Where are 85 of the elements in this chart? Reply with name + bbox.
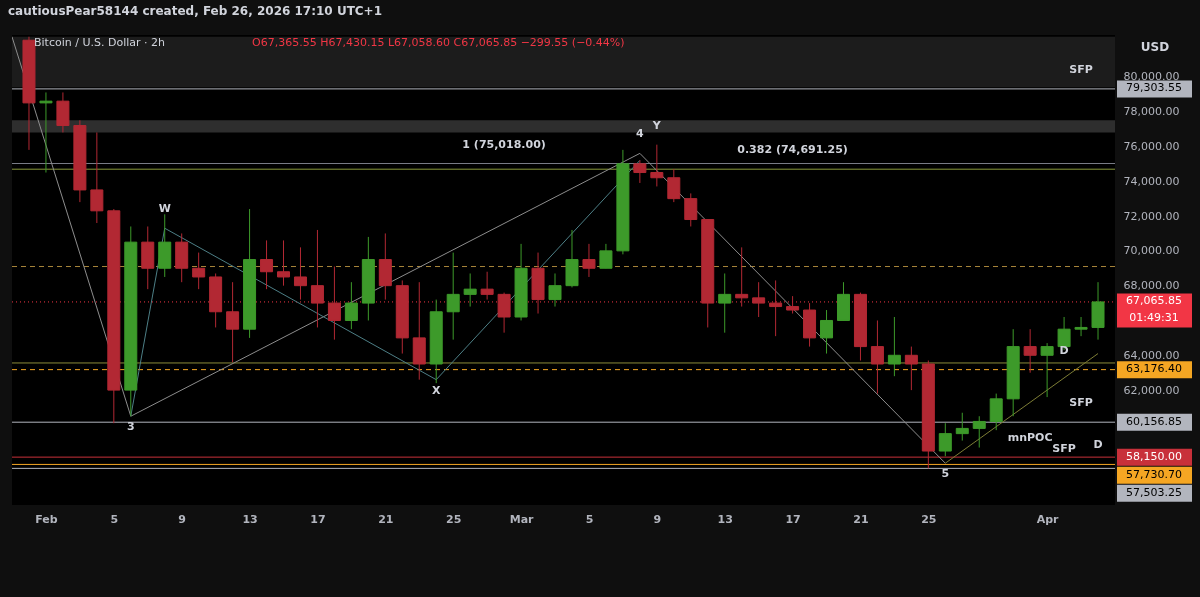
candlestick (633, 159, 647, 184)
annotation: 1 (75,018.00) (462, 137, 546, 151)
annotation: D (1059, 343, 1069, 357)
annotation: D (1093, 438, 1103, 452)
candlestick (887, 316, 901, 377)
y-tick-label: 68,000.00 (1123, 279, 1180, 293)
x-tick-label: 25 (921, 512, 937, 526)
annotation: 3 (126, 420, 135, 434)
text: USD (1140, 40, 1170, 54)
candlestick (582, 243, 596, 278)
annotation: X (431, 383, 441, 397)
x-tick-label: Mar (509, 512, 535, 526)
candlestick (972, 415, 986, 449)
candlestick (1023, 328, 1037, 374)
annotation: W (158, 202, 171, 216)
candlestick (497, 292, 511, 334)
candlestick (650, 144, 664, 187)
text: cautiousPear58144 created, Feb 26, 2026 17:10 UTC+1 (8, 4, 383, 18)
candlestick (820, 309, 834, 355)
candlestick (39, 91, 53, 174)
annotation: Y (651, 118, 662, 132)
candlestick (327, 266, 341, 341)
ref-line-label: 60,156.85 (1126, 414, 1182, 428)
y-tick-label: 62,000.00 (1123, 383, 1180, 397)
y-tick-label: 70,000.00 (1123, 244, 1180, 258)
candlestick (1074, 316, 1088, 337)
ref-line-label: 57,503.25 (1126, 485, 1182, 499)
x-tick-label: 13 (242, 512, 258, 526)
y-tick-label: 64,000.00 (1123, 348, 1180, 362)
candlestick (260, 239, 274, 290)
candlestick (599, 243, 613, 269)
y-tick-label: 78,000.00 (1123, 105, 1180, 119)
ref-line-label: 63,176.40 (1126, 362, 1182, 376)
candlestick (548, 272, 562, 308)
y-tick-label: 76,000.00 (1123, 139, 1180, 153)
candlestick (955, 412, 969, 442)
candlestick (226, 281, 240, 363)
ref-line-label: 57,730.70 (1126, 467, 1182, 481)
candlestick (480, 271, 494, 301)
chart-subtitle: O67,365.55 H67,430.15 L67,058.60 C67,065.85 −299.55 (−0.44%) (252, 36, 625, 49)
x-tick-label: 9 (653, 512, 662, 526)
x-tick-label: 9 (178, 512, 187, 526)
candlestick (446, 252, 460, 341)
annotation: SFP (1069, 62, 1093, 76)
annotation: 0.382 (74,691.25) (737, 143, 848, 157)
x-tick-label: Feb (35, 512, 58, 526)
x-tick-label: 25 (446, 512, 462, 526)
candlestick (769, 279, 783, 337)
candlestick (310, 229, 324, 328)
x-tick-label: 5 (585, 512, 594, 526)
y-tick-label: 80,000.00 (1123, 70, 1180, 84)
candlestick (752, 281, 766, 318)
candlestick (192, 252, 206, 290)
candlestick (989, 393, 1003, 431)
candlestick (1040, 342, 1054, 398)
candlestick (904, 346, 918, 391)
candlestick (277, 239, 291, 287)
x-tick-label: 17 (310, 512, 326, 526)
candlestick (463, 272, 477, 308)
chart-title: Bitcoin / U.S. Dollar · 2h (34, 36, 166, 49)
annotation: 4 (636, 127, 645, 141)
x-tick-label: 21 (853, 512, 869, 526)
candlestick (735, 246, 749, 308)
ref-line-label: 67,065.85 01:49:31 (1126, 294, 1182, 325)
candlestick (718, 272, 732, 334)
y-tick-label: 74,000.00 (1123, 174, 1180, 188)
candlestick (667, 168, 681, 203)
candlestick (344, 281, 358, 330)
candlestick (293, 246, 307, 301)
x-tick-label: 13 (717, 512, 733, 526)
candlestick (870, 319, 884, 395)
annotation: mnPOC (1007, 431, 1053, 445)
x-tick-label: 21 (378, 512, 394, 526)
ref-line-label: 58,150.00 (1126, 449, 1182, 463)
annotation: 5 (941, 467, 950, 481)
x-tick-label: 5 (110, 512, 119, 526)
annotation: SFP (1052, 442, 1076, 456)
candlestick (938, 422, 952, 457)
candlestick (684, 192, 698, 227)
y-tick-label: 72,000.00 (1123, 209, 1180, 223)
x-tick-label: 17 (785, 512, 801, 526)
annotation: SFP (1069, 396, 1093, 410)
candlestick (90, 131, 104, 224)
x-tick-label: Apr (1036, 512, 1060, 526)
ref-line-label: 79,303.55 (1126, 81, 1182, 95)
